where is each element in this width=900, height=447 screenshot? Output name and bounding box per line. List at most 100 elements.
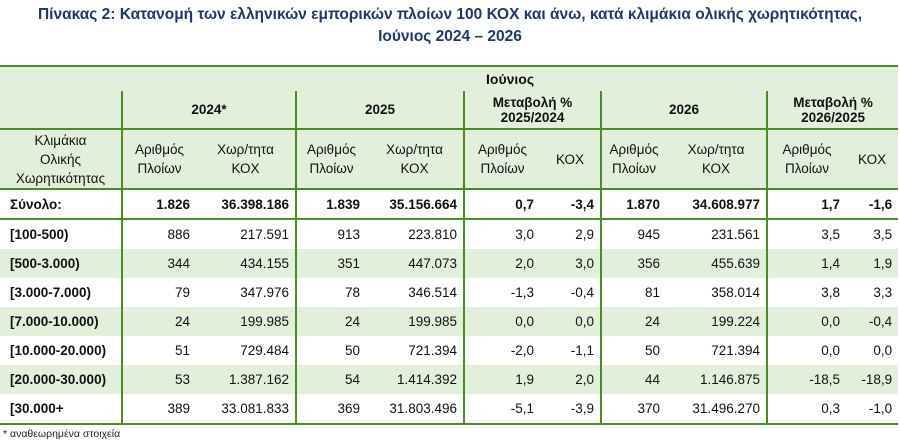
cell: 231.561 xyxy=(711,227,760,242)
cell: 434.155 xyxy=(196,249,296,278)
col-ships-2025: Αριθμός Πλοίων xyxy=(295,129,366,190)
change-2025-label: Μεταβολή % xyxy=(492,94,573,110)
title-line-1: Πίνακας 2: Κατανομή των ελληνικών εμπορι… xyxy=(37,6,863,23)
cell: 3,5 xyxy=(766,219,846,249)
col-ships-2024: Αριθμός Πλοίων xyxy=(121,129,196,190)
col-grt-2024: Χωρ/τητα ΚΟΧ xyxy=(196,129,296,190)
year-2024-header: 2024* xyxy=(121,91,296,130)
cell: -18,5 xyxy=(766,365,846,394)
col-grt-2025: Χωρ/τητα ΚΟΧ xyxy=(366,129,464,190)
cell: 3,3 xyxy=(873,285,893,300)
cell: 24 xyxy=(121,307,196,336)
cell: 31.496.270 xyxy=(666,394,767,425)
col-ships-2026: Αριθμός Πλοίων xyxy=(600,129,666,190)
data-table: Ιούνιος 2024* 2025 Μεταβολή % 2025/2024 … xyxy=(0,65,899,425)
cell: 24 xyxy=(295,307,366,336)
footnote: * αναθεωρημένα στοιχεία xyxy=(3,428,121,440)
cell: 729.484 xyxy=(240,343,289,358)
title-line-2: Ιούνιος 2024 – 2026 xyxy=(378,28,522,45)
cell: 351 xyxy=(295,249,366,278)
cell: 2,0 xyxy=(540,365,601,394)
cell: 358.014 xyxy=(711,285,760,300)
cell: 0,0 xyxy=(766,336,846,365)
cell: 54 xyxy=(295,365,366,394)
cell: 199.985 xyxy=(196,307,296,336)
cell: 0,3 xyxy=(766,394,846,425)
cell: 2,0 xyxy=(463,249,540,278)
cell: 1.870 xyxy=(600,189,666,220)
cell: 344 xyxy=(121,249,196,278)
cell: -3,9 xyxy=(540,394,601,425)
size-class-label: [10.000-20.000) xyxy=(10,343,107,358)
cell: 1,4 xyxy=(766,249,846,278)
col-ships-change-2026: Αριθμός Πλοίων xyxy=(766,129,846,190)
month-header-row: Ιούνιος xyxy=(0,65,899,91)
cell: -18,9 xyxy=(846,365,899,394)
cell: 455.639 xyxy=(666,249,767,278)
cell: 217.591 xyxy=(240,227,289,242)
cell: 370 xyxy=(600,394,666,425)
size-class-label: [100-500) xyxy=(10,227,69,242)
cell: 50 xyxy=(600,336,666,365)
cell: 24 xyxy=(600,307,666,336)
cell: 886 xyxy=(121,219,196,249)
cell: 79 xyxy=(121,278,196,307)
cell: 3,8 xyxy=(766,278,846,307)
cell: 1,9 xyxy=(846,249,899,278)
cell: 44 xyxy=(600,365,666,394)
size-class-label: [7.000-10.000) xyxy=(0,307,122,336)
cell: 33.081.833 xyxy=(196,394,296,425)
change-2026-period: 2026/2025 xyxy=(801,109,865,125)
cell: 34.608.977 xyxy=(666,189,767,220)
cell: 913 xyxy=(295,219,366,249)
cell: -1,1 xyxy=(570,343,594,358)
total-label: Σύνολο: xyxy=(0,189,122,220)
cell: 36.398.186 xyxy=(196,189,296,220)
cell: 31.803.496 xyxy=(366,394,464,425)
cell: 1.146.875 xyxy=(666,365,767,394)
cell: 1.826 xyxy=(121,189,196,220)
cell: 1.839 xyxy=(295,189,366,220)
cell: -1,0 xyxy=(846,394,899,425)
cell: -0,4 xyxy=(570,285,594,300)
col-ships-change-2025: Αριθμός Πλοίων xyxy=(463,129,540,190)
col-grt-2026: Χωρ/τητα ΚΟΧ xyxy=(666,129,767,190)
cell: 369 xyxy=(295,394,366,425)
cell: 3,0 xyxy=(463,219,540,249)
size-class-label: [20.000-30.000) xyxy=(0,365,122,394)
cell: 0,7 xyxy=(463,189,540,220)
cell: 447.073 xyxy=(366,249,464,278)
total-row: Σύνολο: 1.826 36.398.186 1.839 35.156.66… xyxy=(0,189,899,220)
cell: 356 xyxy=(600,249,666,278)
cell: 35.156.664 xyxy=(366,189,464,220)
cell: 0,0 xyxy=(540,307,601,336)
size-class-label: [3.000-7.000) xyxy=(10,285,92,300)
month-header: Ιούνιος xyxy=(122,65,899,91)
cell: 721.394 xyxy=(711,343,760,358)
cell: 53 xyxy=(121,365,196,394)
cell: -2,0 xyxy=(463,336,540,365)
year-2025-header: 2025 xyxy=(295,91,464,130)
year-header-row: 2024* 2025 Μεταβολή % 2025/2024 2026 Μετ… xyxy=(0,91,899,130)
cell: 78 xyxy=(295,278,366,307)
change-2026-label: Μεταβολή % xyxy=(793,94,873,110)
cell: 50 xyxy=(295,336,366,365)
size-class-header: Κλιμάκια Ολικής Χωρητικότητας xyxy=(0,129,122,190)
cell: 3,0 xyxy=(540,249,601,278)
change-2025-header: Μεταβολή % 2025/2024 xyxy=(463,91,601,130)
cell: 346.514 xyxy=(408,285,457,300)
cell: 945 xyxy=(600,219,666,249)
cell: -0,4 xyxy=(846,307,899,336)
year-2026-header: 2026 xyxy=(600,91,767,130)
size-class-label: [30.000+ xyxy=(0,394,122,425)
cell: 721.394 xyxy=(408,343,457,358)
cell: 1,9 xyxy=(463,365,540,394)
table-row: [10.000-20.000) 51 729.484 50 721.394 -2… xyxy=(0,336,898,365)
table-row: [100-500) 886 217.591 913 223.810 3,0 2,… xyxy=(0,219,898,249)
table-row: [20.000-30.000) 53 1.387.162 54 1.414.39… xyxy=(0,365,899,394)
col-kox-change-2026: ΚΟΧ xyxy=(846,129,899,190)
cell: 51 xyxy=(121,336,196,365)
cell: 0,0 xyxy=(766,307,846,336)
table-row: [500-3.000) 344 434.155 351 447.073 2,0 … xyxy=(0,249,899,278)
change-2025-period: 2025/2024 xyxy=(500,109,565,125)
